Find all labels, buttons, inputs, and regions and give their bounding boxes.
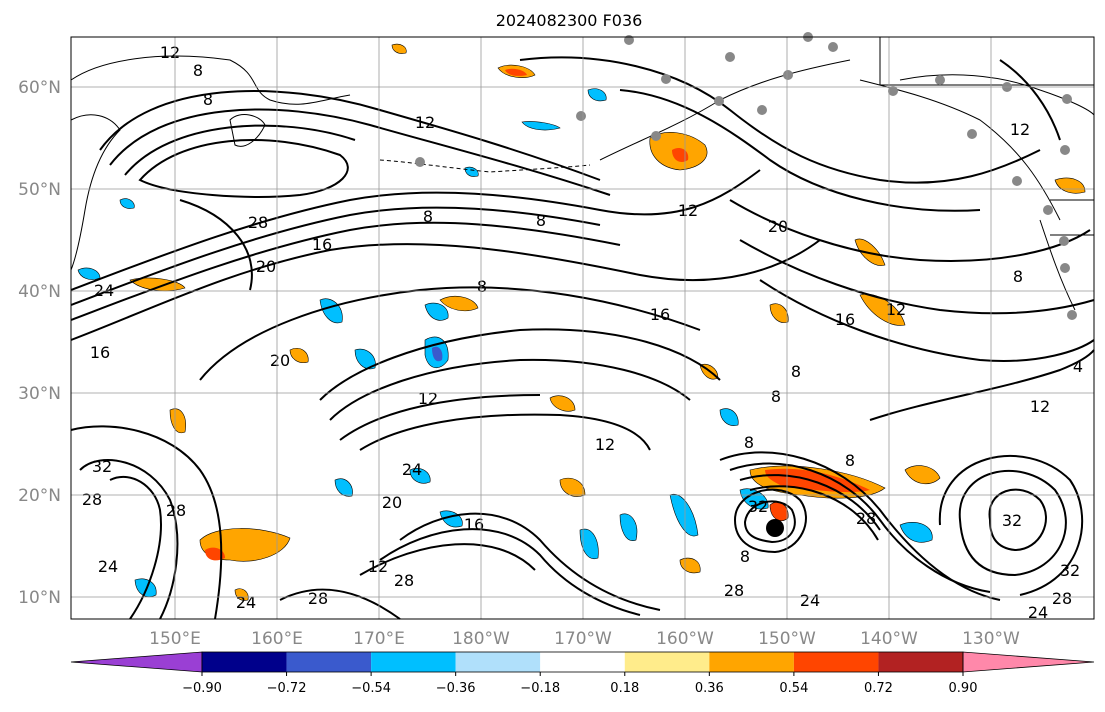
contour-label: 24 xyxy=(1028,603,1048,622)
lat-label: 10°N xyxy=(18,588,61,608)
contour-label: 12 xyxy=(160,43,180,62)
contour-label: 12 xyxy=(418,389,438,408)
colorbar-extend-min xyxy=(70,651,203,673)
colorbar-segment xyxy=(878,652,963,672)
colorbar-segment xyxy=(202,652,287,672)
lat-label: 30°N xyxy=(18,384,61,404)
contour-label: 28 xyxy=(248,213,268,232)
colorbar-tick-label: 0.36 xyxy=(695,681,724,696)
contour-label: 12 xyxy=(415,113,435,132)
colorbar-segment xyxy=(540,652,625,672)
storm-center-marker xyxy=(766,519,784,537)
lat-label: 50°N xyxy=(18,180,61,200)
longitude-labels: 150°E 160°E 170°E 180°W 170°W 160°W 150°… xyxy=(149,629,1020,649)
contour-label: 8 xyxy=(193,61,203,80)
contour-label: 12 xyxy=(678,201,698,220)
lon-label: 180°W xyxy=(452,629,510,649)
colorbar: −0.90 −0.72 −0.54 −0.36 −0.18 0.18 0.36 0.54 0.7… xyxy=(70,651,1095,696)
colorbar-segment xyxy=(624,652,710,672)
lon-label: 160°W xyxy=(656,629,714,649)
contour-label: 28 xyxy=(166,501,186,520)
colorbar-tick-label: 0.54 xyxy=(779,681,808,696)
contour-label: 24 xyxy=(800,591,820,610)
map-border xyxy=(70,36,1095,620)
colorbar-segment xyxy=(793,652,879,672)
contour-label: 32 xyxy=(92,457,112,476)
lon-label: 150°W xyxy=(758,629,816,649)
contour-label: 28 xyxy=(856,509,876,528)
contour-label: 12 xyxy=(595,435,615,454)
contour-label: 20 xyxy=(382,493,402,512)
colorbar-tick-label: −0.72 xyxy=(267,681,307,696)
colorbar-tick-label: −0.18 xyxy=(520,681,560,696)
contour-label: 28 xyxy=(308,589,328,608)
colorbar-tick-label: 0.18 xyxy=(610,681,639,696)
colorbar-segment xyxy=(286,652,372,672)
contour-label: 24 xyxy=(98,557,118,576)
contour-label: 12 xyxy=(1010,120,1030,139)
contour-label: 8 xyxy=(791,362,801,381)
station-markers xyxy=(415,32,1077,320)
contour-label: 12 xyxy=(1030,397,1050,416)
map-title: 2024082300 F036 xyxy=(496,11,643,30)
lon-label: 160°E xyxy=(251,629,303,649)
lon-label: 170°E xyxy=(353,629,405,649)
contour-label: 16 xyxy=(835,310,855,329)
contour-label: 32 xyxy=(748,497,768,516)
contour-label: 8 xyxy=(203,90,213,109)
latitude-labels: 60°N 50°N 40°N 30°N 20°N 10°N xyxy=(18,78,61,608)
contour-label: 8 xyxy=(423,207,433,226)
contour-label: 20 xyxy=(256,257,276,276)
lon-label: 130°W xyxy=(962,629,1020,649)
contour-label: 24 xyxy=(402,460,422,479)
colorbar-tick-label: −0.90 xyxy=(182,681,222,696)
lon-label: 170°W xyxy=(554,629,612,649)
lat-label: 40°N xyxy=(18,282,61,302)
contour-label: 8 xyxy=(1013,267,1023,286)
contour-label: 24 xyxy=(236,593,256,612)
contour-lines xyxy=(70,56,1095,620)
colorbar-segment xyxy=(371,652,456,672)
contour-label: 16 xyxy=(650,305,670,324)
contour-label: 8 xyxy=(536,211,546,230)
colorbar-outline xyxy=(201,651,964,673)
contour-label: 8 xyxy=(845,451,855,470)
lon-label: 150°E xyxy=(149,629,201,649)
political-boundaries xyxy=(879,37,1094,236)
contour-label: 8 xyxy=(740,547,750,566)
contour-label: 20 xyxy=(270,351,290,370)
colorbar-extend-max xyxy=(962,651,1095,673)
contour-label: 28 xyxy=(82,490,102,509)
contour-label: 24 xyxy=(94,281,114,300)
contour-label: 20 xyxy=(768,217,788,236)
contour-label: 28 xyxy=(1052,589,1072,608)
contour-label: 8 xyxy=(477,277,487,296)
contour-label: 32 xyxy=(1002,511,1022,530)
colorbar-tick-label: 0.90 xyxy=(949,681,978,696)
contour-label: 32 xyxy=(1060,561,1080,580)
map-frame xyxy=(71,37,1094,619)
contour-label: 16 xyxy=(464,515,484,534)
colorbar-tick-label: −0.36 xyxy=(436,681,476,696)
contour-label: 12 xyxy=(368,557,388,576)
lat-label: 60°N xyxy=(18,78,61,98)
contour-label: 16 xyxy=(90,343,110,362)
contour-label: 8 xyxy=(744,433,754,452)
colorbar-tick-label: 0.72 xyxy=(864,681,893,696)
graticule xyxy=(71,37,1094,619)
colorbar-segment xyxy=(709,652,794,672)
contour-label: 4 xyxy=(1073,357,1083,376)
colorbar-segment xyxy=(455,652,541,672)
lon-label: 140°W xyxy=(860,629,918,649)
contour-label: 16 xyxy=(312,235,332,254)
lat-label: 20°N xyxy=(18,486,61,506)
contour-label: 12 xyxy=(886,300,906,319)
contour-label: 28 xyxy=(724,581,744,600)
colorbar-tick-label: −0.54 xyxy=(351,681,391,696)
contour-label: 28 xyxy=(394,571,414,590)
contour-label: 8 xyxy=(771,387,781,406)
